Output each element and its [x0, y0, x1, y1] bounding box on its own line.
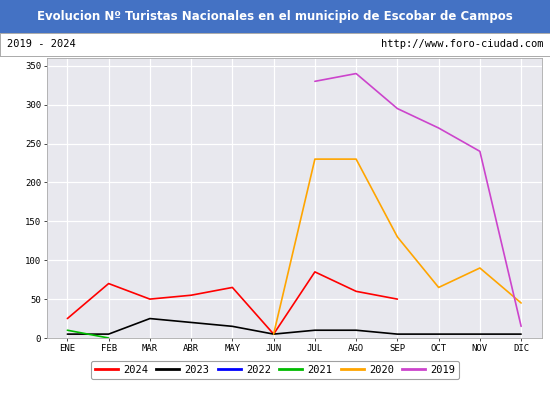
Text: 2019 - 2024: 2019 - 2024	[7, 39, 75, 49]
Text: Evolucion Nº Turistas Nacionales en el municipio de Escobar de Campos: Evolucion Nº Turistas Nacionales en el m…	[37, 10, 513, 23]
Text: http://www.foro-ciudad.com: http://www.foro-ciudad.com	[381, 39, 543, 49]
Legend: 2024, 2023, 2022, 2021, 2020, 2019: 2024, 2023, 2022, 2021, 2020, 2019	[91, 361, 459, 379]
